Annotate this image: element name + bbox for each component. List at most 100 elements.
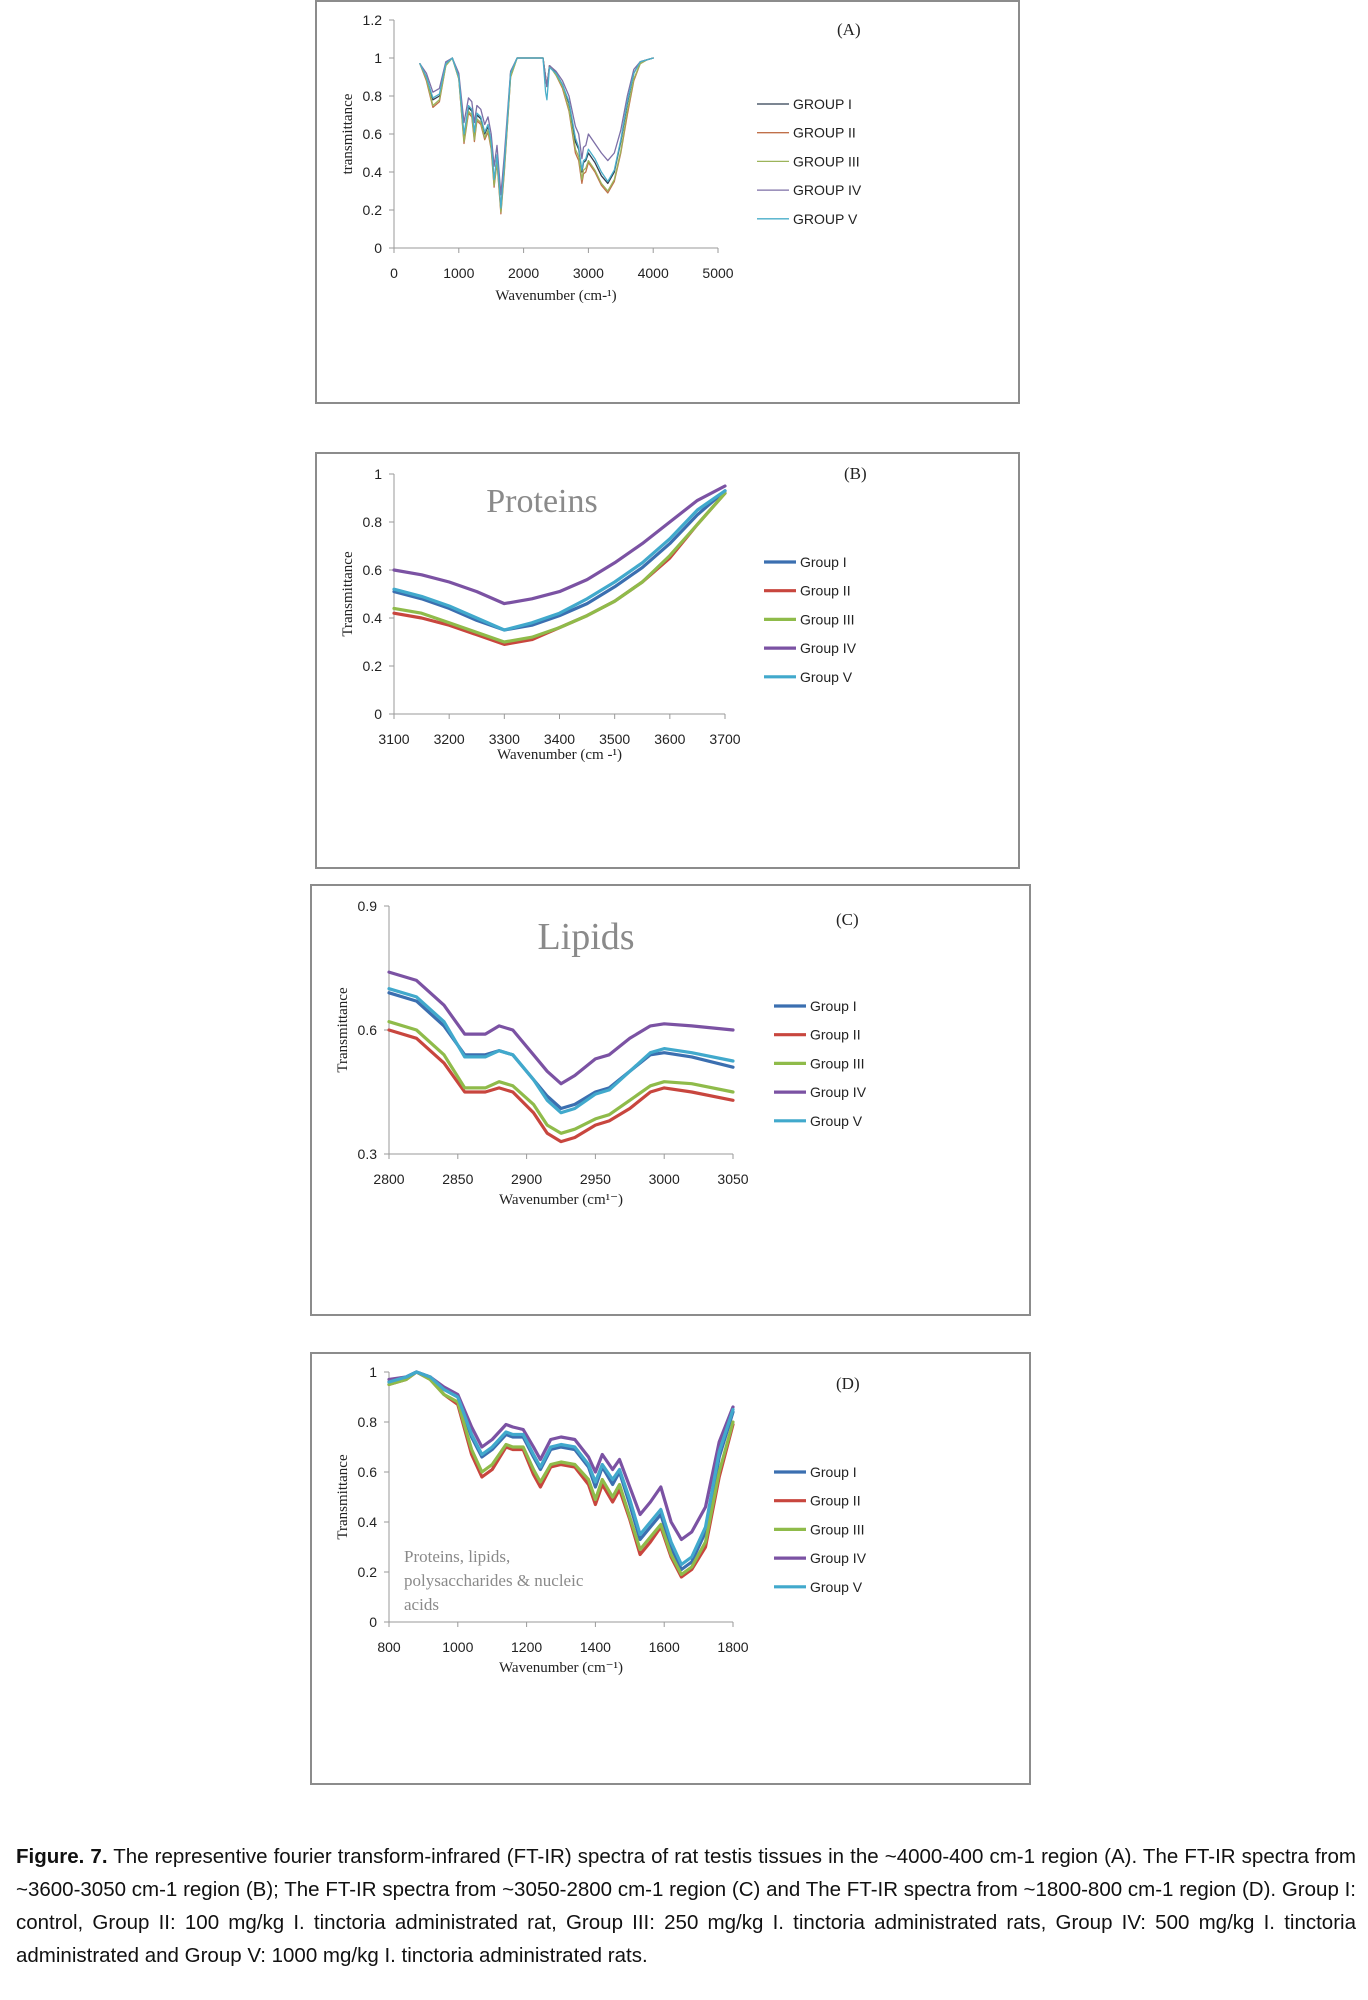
x-tick-label: 3700	[709, 731, 740, 747]
legend-label: Group II	[810, 1027, 861, 1043]
x-tick-label: 1800	[717, 1639, 748, 1655]
x-axis-label: Wavenumber (cm -¹)	[497, 747, 622, 763]
series-line-4	[387, 970, 735, 1086]
chart-b-svg: 0 0.2 0.4 0.6 0.8 1 3100 3200 3300 3400 3500 3600 37…	[340, 464, 867, 763]
series-line-5	[387, 1370, 735, 1567]
chart-c-svg: 0.3 0.6 0.9 2800 2850 2900 2950 3000 3050 Wavenum…	[335, 898, 867, 1208]
y-tick-label: 1	[374, 466, 382, 482]
x-tick-label: 5000	[702, 265, 733, 281]
y-tick-label: 0.3	[358, 1146, 378, 1162]
annotation-text: acids	[404, 1595, 439, 1614]
legend-label: Group II	[800, 583, 851, 599]
y-tick-label: 0.4	[363, 610, 383, 626]
chart-panel-a: 0 0.2 0.4 0.6 0.8 1 1.2 0 1000 2000 3000 4000 5000 Wa…	[315, 0, 1020, 404]
annotation-text: polysaccharides & nucleic	[404, 1571, 584, 1590]
legend-label: Group II	[810, 1493, 861, 1509]
legend-label: GROUP V	[793, 211, 858, 227]
y-tick-label: 0.6	[363, 126, 383, 142]
x-axis-label: Wavenumber (cm-¹)	[495, 288, 616, 304]
legend-label: Group III	[800, 611, 854, 627]
y-tick-label: 0.2	[358, 1564, 378, 1580]
y-tick-label: 0.4	[358, 1514, 378, 1530]
y-tick-label: 0	[369, 1614, 377, 1630]
series-line-3	[419, 57, 654, 213]
chart-a-svg: 0 0.2 0.4 0.6 0.8 1 1.2 0 1000 2000 3000 4000 5000 Wa…	[340, 12, 862, 304]
series-line-2	[387, 1028, 735, 1144]
legend-label: Group IV	[810, 1084, 867, 1100]
x-tick-label: 1200	[511, 1639, 542, 1655]
y-tick-label: 0.6	[358, 1464, 378, 1480]
y-axis-label: transmittance	[340, 93, 356, 174]
annotation-text: Lipids	[537, 916, 634, 958]
series-line-5	[419, 57, 654, 209]
legend-label: Group I	[810, 998, 857, 1014]
x-tick-label: 4000	[638, 265, 669, 281]
y-axis-label: Transmittance	[335, 1454, 351, 1540]
y-tick-label: 0.2	[363, 202, 383, 218]
x-axis-label: Wavenumber (cm¹⁻)	[499, 1192, 623, 1208]
panel-label: (C)	[836, 910, 859, 929]
x-tick-label: 1600	[649, 1639, 680, 1655]
x-tick-label: 2000	[508, 265, 539, 281]
panel-label: (B)	[844, 464, 867, 483]
y-tick-label: 1	[374, 50, 382, 66]
y-tick-label: 0.6	[358, 1022, 378, 1038]
x-tick-label: 0	[390, 265, 398, 281]
x-tick-label: 3200	[434, 731, 465, 747]
chart-panel-d: 0 0.2 0.4 0.6 0.8 1 800 1000 1200 1400 1600 1800 Wav…	[310, 1352, 1031, 1785]
annotation-text: Proteins	[486, 483, 597, 520]
y-tick-label: 0.2	[363, 658, 383, 674]
y-tick-label: 1.2	[363, 12, 383, 28]
series-line-4	[419, 57, 654, 196]
caption-lead: Figure. 7.	[16, 1845, 108, 1868]
y-tick-label: 0	[374, 706, 382, 722]
panel-label: (D)	[836, 1374, 860, 1393]
y-tick-label: 0.9	[358, 898, 378, 914]
x-tick-label: 800	[377, 1639, 401, 1655]
panel-label: (A)	[837, 20, 861, 39]
x-tick-label: 1000	[443, 265, 474, 281]
series-line-1	[419, 57, 654, 211]
series-line-5	[387, 987, 735, 1115]
x-tick-label: 1400	[580, 1639, 611, 1655]
y-tick-label: 0.6	[363, 562, 383, 578]
chart-panel-b: 0 0.2 0.4 0.6 0.8 1 3100 3200 3300 3400 3500 3600 37…	[315, 452, 1020, 869]
series-line-2	[419, 57, 654, 215]
x-tick-label: 3050	[717, 1171, 748, 1187]
x-tick-label: 2850	[442, 1171, 473, 1187]
caption-text: The representive fourier transform-infra…	[16, 1845, 1356, 1967]
x-tick-label: 3000	[649, 1171, 680, 1187]
legend-label: GROUP IV	[793, 182, 862, 198]
annotation-text: Proteins, lipids,	[404, 1547, 510, 1566]
y-tick-label: 0.4	[363, 164, 383, 180]
x-tick-label: 3600	[654, 731, 685, 747]
y-tick-label: 0.8	[358, 1414, 378, 1430]
legend-label: Group V	[810, 1113, 863, 1129]
x-tick-label: 2950	[580, 1171, 611, 1187]
series-line-3	[387, 1370, 735, 1577]
series-line-1	[392, 489, 727, 632]
legend-label: Group V	[800, 669, 853, 685]
x-tick-label: 3500	[599, 731, 630, 747]
x-tick-label: 2900	[511, 1171, 542, 1187]
legend-label: Group I	[800, 554, 847, 570]
legend-label: Group III	[810, 1521, 864, 1537]
legend-label: Group IV	[800, 640, 857, 656]
x-tick-label: 2800	[373, 1171, 404, 1187]
figure-caption: Figure. 7. The representive fourier tran…	[16, 1840, 1356, 1972]
x-tick-label: 3000	[573, 265, 604, 281]
series-line-5	[392, 489, 727, 632]
x-tick-label: 1000	[442, 1639, 473, 1655]
legend-label: GROUP II	[793, 125, 856, 141]
series-line-3	[387, 1020, 735, 1135]
series-line-4	[392, 484, 727, 606]
y-tick-label: 1	[369, 1364, 377, 1380]
y-tick-label: 0.8	[363, 88, 383, 104]
legend-label: GROUP I	[793, 96, 852, 112]
legend-label: Group IV	[810, 1550, 867, 1566]
y-tick-label: 0	[374, 240, 382, 256]
x-axis-label: Wavenumber (cm⁻¹)	[499, 1660, 623, 1676]
legend-label: Group III	[810, 1055, 864, 1071]
series-line-4	[387, 1370, 735, 1542]
